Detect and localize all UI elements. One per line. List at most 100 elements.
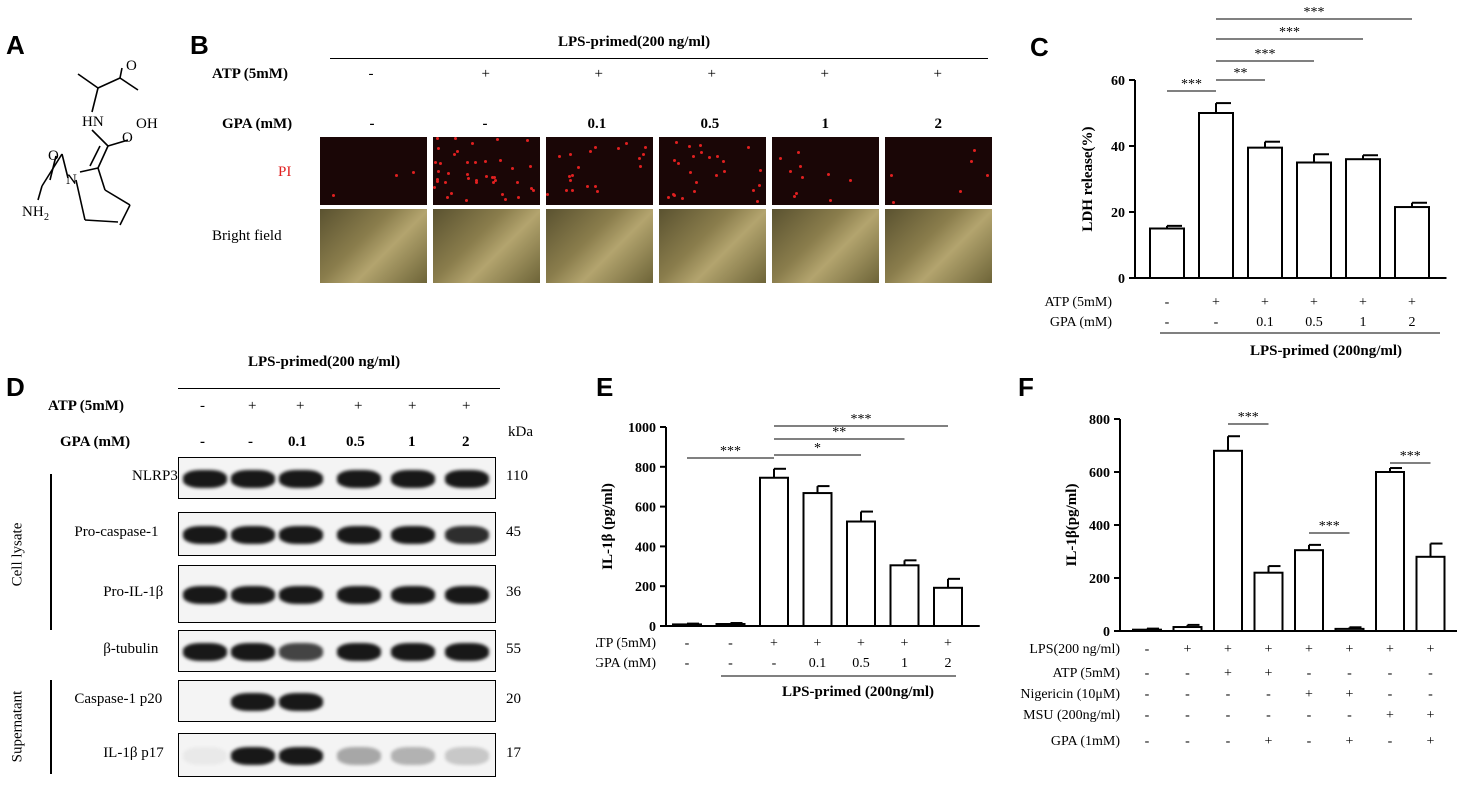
condition-value: - — [1347, 666, 1352, 681]
pi-cell-dot — [596, 189, 600, 193]
panel-b-bf-label: Bright field — [212, 228, 282, 244]
pi-cell-dot — [959, 189, 963, 193]
pi-cell-dot — [699, 150, 703, 154]
blot-band — [445, 526, 489, 544]
bar — [1198, 112, 1234, 279]
condition-row-label: ATP (5mM) — [1052, 666, 1120, 681]
condition-value: - — [728, 656, 733, 671]
condition-value: + — [1427, 734, 1435, 749]
pi-cell-dot — [411, 171, 415, 175]
blot-band — [445, 586, 489, 604]
condition-value: - — [1307, 734, 1312, 749]
significance-label: *** — [1400, 449, 1421, 464]
pi-cell-dot — [722, 160, 726, 164]
condition-value: + — [1427, 642, 1435, 657]
pi-cell-dot — [498, 159, 502, 163]
condition-value: 2 — [1409, 315, 1416, 330]
pi-cell-dot — [435, 177, 439, 181]
pi-cell-dot — [571, 173, 575, 177]
panel-b-header: LPS-primed(200 ng/ml) — [558, 34, 711, 50]
blot-band — [183, 747, 227, 765]
blot-band — [279, 747, 323, 765]
condition-value: - — [1145, 708, 1150, 723]
condition-value: - — [1185, 666, 1190, 681]
panel-d-header: LPS-primed(200 ng/ml) — [248, 354, 401, 370]
y-tick-label: 200 — [1089, 572, 1110, 587]
pi-cell-dot — [453, 152, 457, 156]
condition-value: - — [1145, 687, 1150, 702]
atom-n: N — [66, 172, 77, 188]
pi-cell-dot — [569, 179, 573, 183]
pi-cell-dot — [515, 181, 519, 185]
pi-cell-dot — [437, 146, 441, 150]
bar — [1296, 161, 1332, 279]
panel-b-gpa-value: 1 — [821, 116, 830, 132]
pi-cell-dot — [475, 181, 479, 184]
y-axis-label: IL-1β (pg/ml) — [600, 483, 616, 570]
blot-band — [231, 526, 275, 544]
pi-cell-dot — [436, 179, 440, 183]
blot-band — [279, 586, 323, 604]
atom-hn: HN — [82, 114, 104, 130]
panel-d-sup-bracket — [50, 680, 52, 774]
condition-value: + — [1310, 295, 1318, 310]
y-tick-label: 0 — [1103, 625, 1110, 640]
condition-value: - — [1307, 708, 1312, 723]
condition-row-label: LPS(200 ng/ml) — [1029, 642, 1120, 657]
pi-cell-dot — [437, 169, 441, 173]
condition-row-label: Nigericin (10μM) — [1020, 687, 1120, 702]
significance-label: *** — [1304, 5, 1325, 20]
panel-b-brightfield-image — [772, 209, 879, 283]
blot-label: β-tubulin — [103, 641, 159, 657]
condition-value: - — [1165, 315, 1170, 330]
pi-cell-dot — [848, 178, 852, 182]
condition-value: - — [1347, 708, 1352, 723]
condition-value: + — [1265, 642, 1273, 657]
pi-cell-dot — [493, 175, 497, 179]
panel-d-gpa-value: 2 — [462, 434, 470, 450]
blot-kda-value: 55 — [506, 641, 521, 657]
condition-value: + — [1346, 734, 1354, 749]
condition-value: + — [1265, 734, 1273, 749]
atom-nh2-subscript: 2 — [44, 212, 49, 223]
panel-b-gpa-value: 0.1 — [587, 116, 607, 132]
blot-kda-value: 17 — [506, 745, 521, 761]
pi-cell-dot — [715, 173, 719, 177]
pi-cell-dot — [494, 179, 498, 183]
condition-value: - — [772, 656, 777, 671]
condition-row-label: ATP (5mM) — [1044, 295, 1112, 310]
pi-cell-dot — [532, 189, 536, 193]
panel-b-brightfield-image — [885, 209, 992, 283]
pi-cell-dot — [570, 188, 574, 192]
pi-cell-dot — [589, 149, 593, 153]
significance-label: *** — [1255, 47, 1276, 62]
blot-label: Caspase-1 p20 — [74, 691, 163, 707]
blot-band — [445, 643, 489, 661]
condition-value: + — [1305, 687, 1313, 702]
atom-nh2: NH — [22, 204, 44, 220]
condition-value: 0.1 — [1256, 315, 1274, 330]
pi-cell-dot — [594, 146, 598, 150]
condition-value: + — [1224, 642, 1232, 657]
pi-cell-dot — [641, 153, 645, 157]
condition-value: + — [1265, 666, 1273, 681]
chemical-structure: O OH HN O N O NH 2 — [22, 60, 158, 226]
panel-b-pi-image — [659, 137, 766, 205]
pi-cell-dot — [438, 162, 442, 166]
bar — [1375, 471, 1405, 632]
pi-cell-dot — [465, 199, 469, 203]
condition-value: - — [1428, 687, 1433, 702]
pi-cell-dot — [723, 169, 727, 173]
bar — [1149, 227, 1185, 279]
pi-cell-dot — [465, 161, 469, 165]
pi-cell-dot — [677, 161, 681, 165]
bar — [672, 623, 702, 628]
blot-kda-value: 45 — [506, 524, 521, 540]
condition-row-label: GPA (mM) — [596, 656, 656, 671]
pi-cell-dot — [695, 180, 699, 184]
pi-cell-dot — [484, 174, 488, 178]
pi-cell-dot — [529, 165, 533, 169]
pi-cell-dot — [779, 157, 782, 161]
pi-cell-dot — [759, 169, 763, 173]
